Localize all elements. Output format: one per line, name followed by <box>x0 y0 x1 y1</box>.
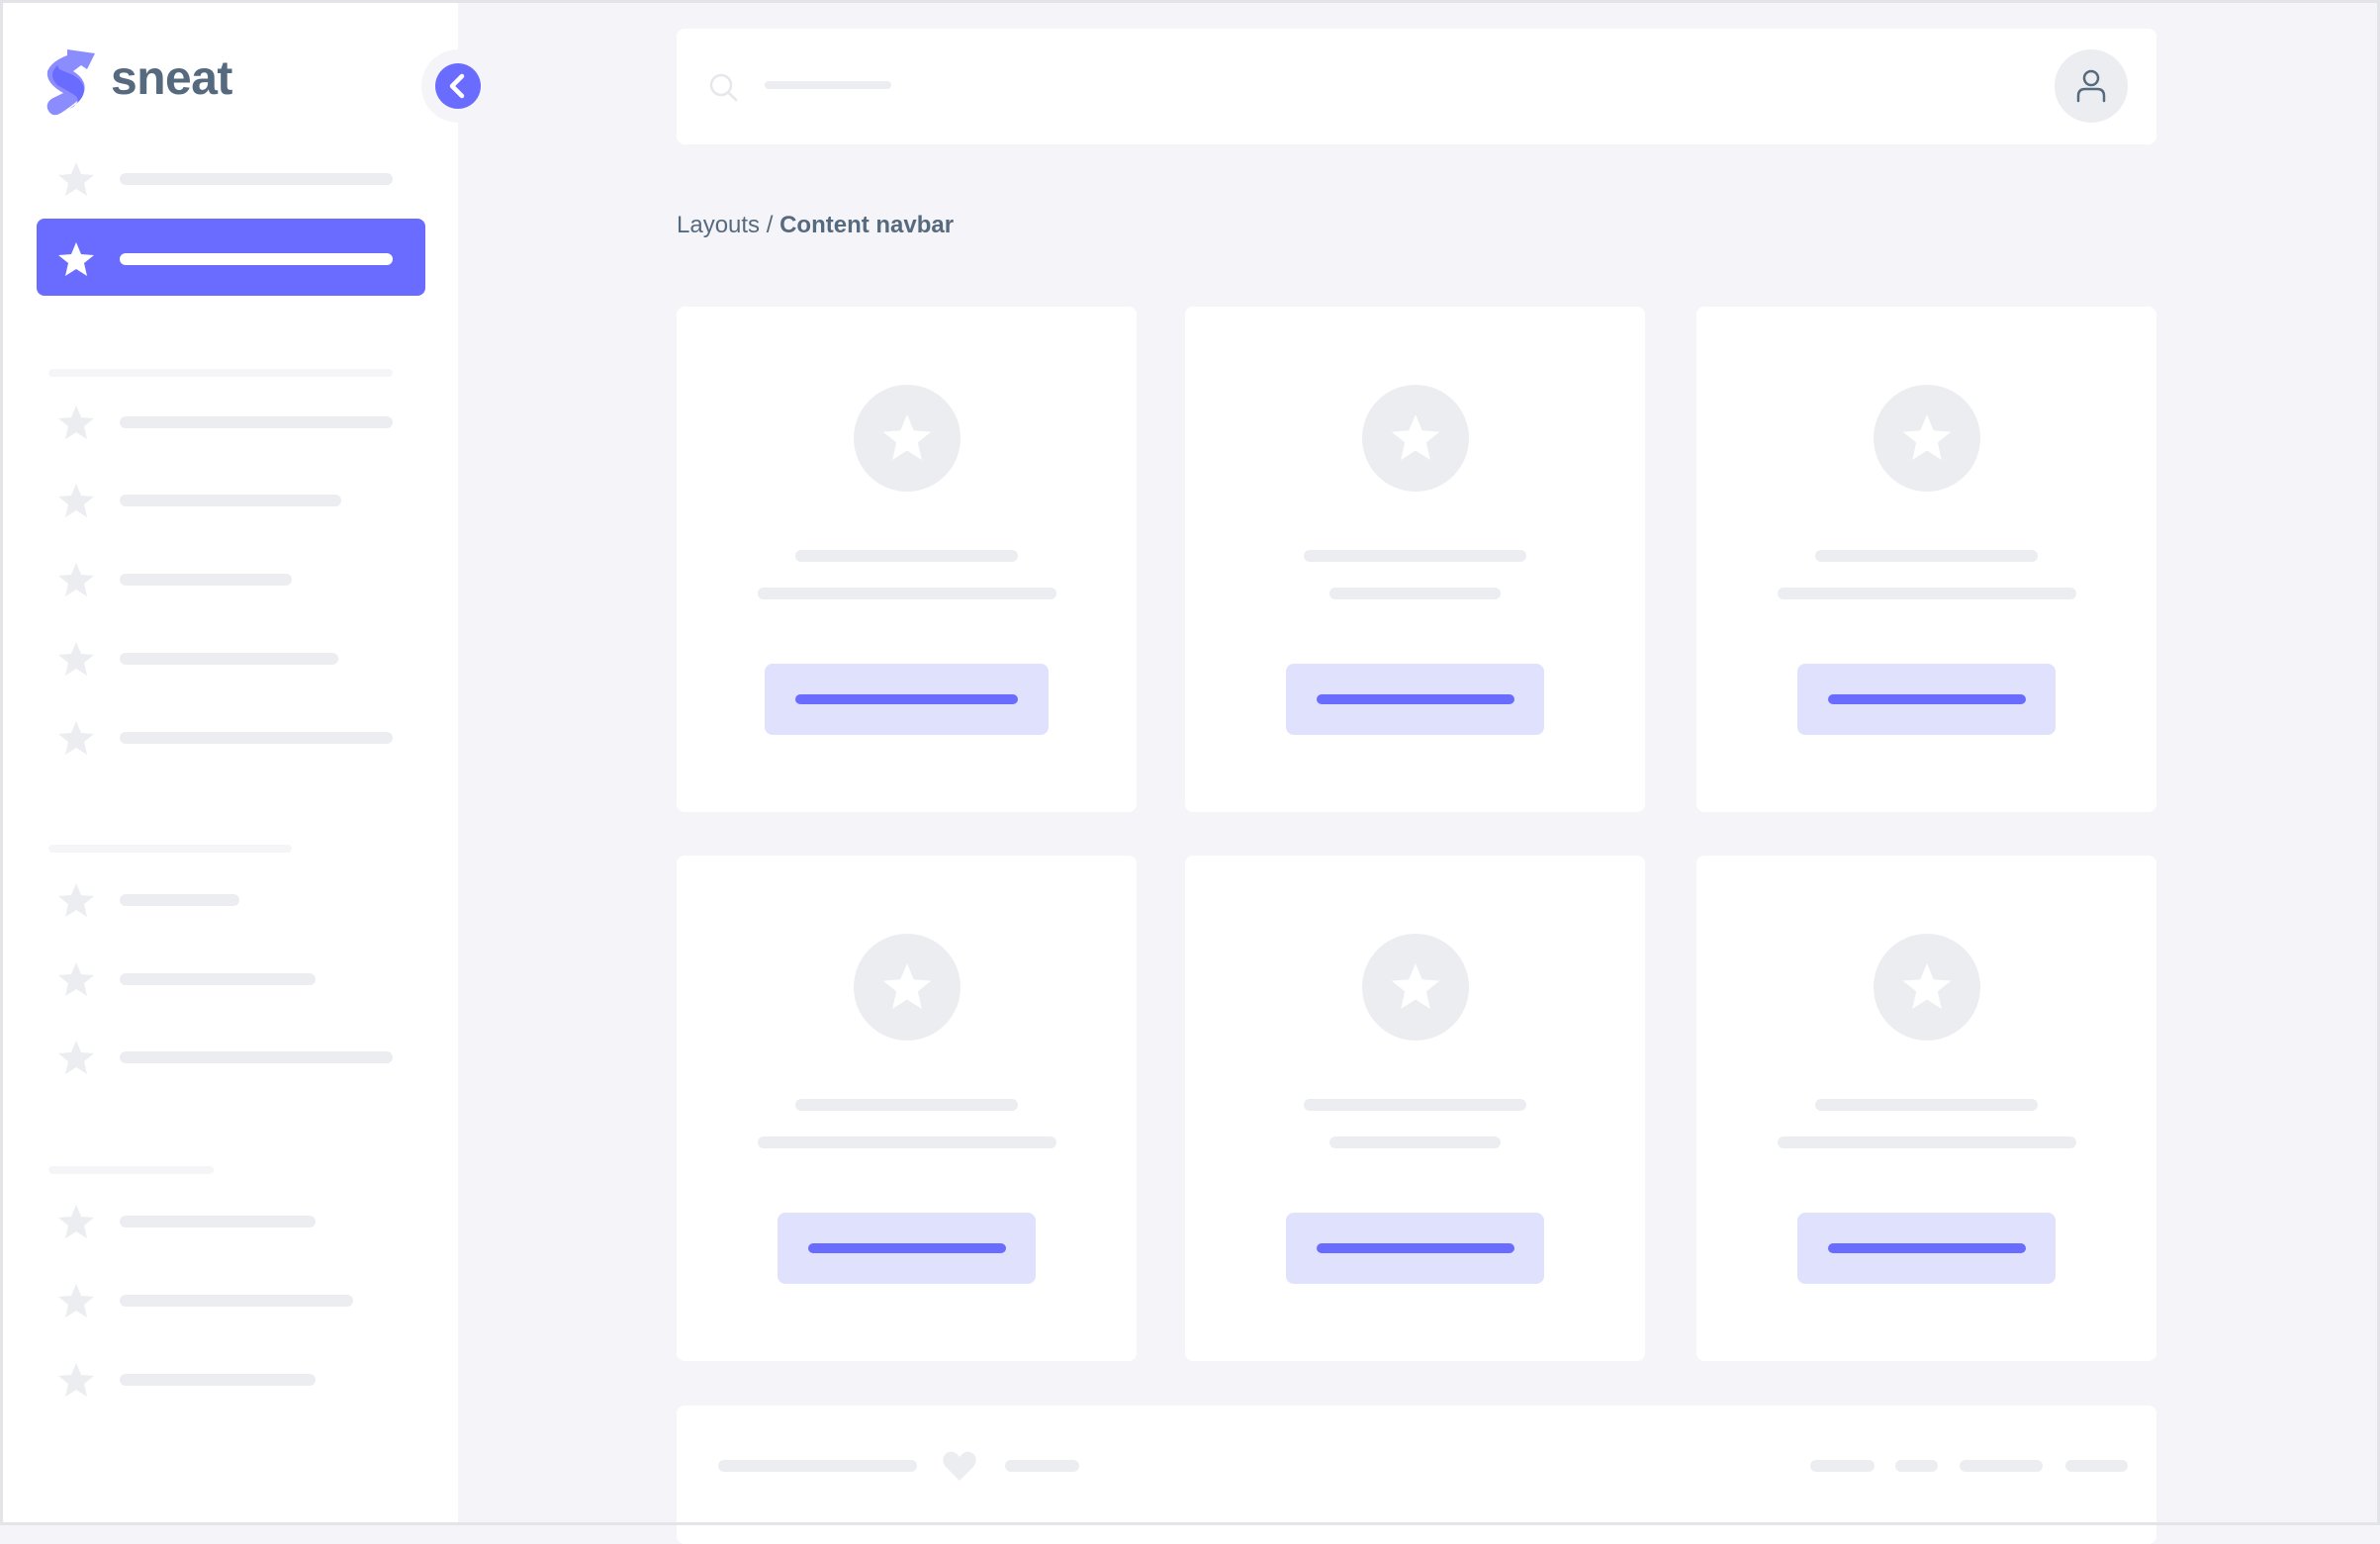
footer-link[interactable] <box>1960 1460 2043 1472</box>
card-button-label-placeholder <box>1827 1243 2026 1253</box>
card-text-placeholder <box>757 1136 1056 1148</box>
collapse-sidebar-button[interactable] <box>435 63 481 109</box>
card-icon-circle <box>1873 934 1980 1041</box>
star-icon <box>58 1041 94 1074</box>
star-icon <box>58 1205 94 1238</box>
card-button[interactable] <box>1286 664 1544 735</box>
sidebar-item-label-placeholder <box>120 1051 393 1063</box>
card-button[interactable] <box>765 664 1049 735</box>
content-card <box>1696 307 2156 812</box>
heart-icon <box>943 1451 976 1481</box>
brand-name: sneat <box>111 52 232 105</box>
star-icon <box>58 484 94 517</box>
star-icon <box>882 963 931 1009</box>
card-icon-circle <box>853 934 961 1041</box>
sidebar-item-label-placeholder <box>120 973 316 985</box>
sidebar-section-header <box>48 1166 214 1174</box>
card-button-label-placeholder <box>807 1243 1006 1253</box>
chevron-left-icon <box>449 73 465 99</box>
star-icon <box>58 406 94 439</box>
search-input[interactable] <box>765 81 891 89</box>
sidebar-item-label-placeholder <box>120 1295 353 1307</box>
sidebar-item-label-placeholder <box>120 732 393 744</box>
content-card <box>677 307 1137 812</box>
star-icon <box>58 242 94 276</box>
card-text-placeholder <box>1777 588 2076 599</box>
card-button[interactable] <box>778 1213 1036 1284</box>
footer-text-placeholder <box>718 1460 917 1472</box>
card-button[interactable] <box>1286 1213 1544 1284</box>
navbar <box>677 29 2156 144</box>
sidebar-item-label-placeholder <box>120 495 341 506</box>
breadcrumb-separator: / <box>760 212 780 238</box>
content-card <box>1185 307 1645 812</box>
content-card <box>677 856 1137 1361</box>
sidebar-item-label-placeholder <box>120 253 393 265</box>
star-icon <box>1391 414 1439 460</box>
star-icon <box>1391 963 1439 1009</box>
card-button-label-placeholder <box>1316 1243 1514 1253</box>
star-icon <box>882 414 931 460</box>
footer-link-placeholder[interactable] <box>1005 1460 1079 1472</box>
card-text-placeholder <box>1777 1136 2076 1148</box>
sidebar-item-label-placeholder <box>120 173 393 185</box>
card-text-placeholder <box>1329 588 1501 599</box>
footer-link[interactable] <box>1810 1460 1875 1472</box>
sidebar: sneat <box>0 0 495 1525</box>
card-icon-circle <box>1873 385 1980 492</box>
footer <box>677 1406 2156 1544</box>
star-icon <box>58 883 94 917</box>
star-icon <box>58 162 94 196</box>
star-icon <box>1902 963 1951 1009</box>
breadcrumb-parent[interactable]: Layouts <box>677 212 761 238</box>
breadcrumb: Layouts / Content navbar <box>677 212 954 239</box>
card-title-placeholder <box>795 550 1018 562</box>
card-button-label-placeholder <box>1316 694 1514 704</box>
footer-link[interactable] <box>2065 1460 2128 1472</box>
star-icon <box>58 721 94 755</box>
card-title-placeholder <box>1304 550 1526 562</box>
star-icon <box>1902 414 1951 460</box>
card-title-placeholder <box>1304 1099 1526 1111</box>
card-icon-circle <box>1361 385 1469 492</box>
sidebar-item-label-placeholder <box>120 894 239 906</box>
sidebar-section-header <box>48 845 292 853</box>
content-card <box>1696 856 2156 1361</box>
sidebar-item-label-placeholder <box>120 1374 316 1386</box>
card-title-placeholder <box>795 1099 1018 1111</box>
card-title-placeholder <box>1815 550 2038 562</box>
card-button[interactable] <box>1797 1213 2056 1284</box>
breadcrumb-current: Content navbar <box>779 212 955 238</box>
sidebar-item-label-placeholder <box>120 574 292 586</box>
search-icon[interactable] <box>708 72 740 104</box>
card-icon-circle <box>853 385 961 492</box>
avatar[interactable] <box>2055 49 2128 123</box>
card-button-label-placeholder <box>795 694 1018 704</box>
footer-link[interactable] <box>1895 1460 1938 1472</box>
star-icon <box>58 1284 94 1317</box>
card-button-label-placeholder <box>1827 694 2026 704</box>
star-icon <box>58 962 94 996</box>
star-icon <box>58 642 94 676</box>
sidebar-section-header <box>48 369 393 377</box>
card-title-placeholder <box>1815 1099 2038 1111</box>
card-text-placeholder <box>1329 1136 1501 1148</box>
sidebar-item-label-placeholder <box>120 1216 316 1227</box>
card-text-placeholder <box>757 588 1056 599</box>
sidebar-item-label-placeholder <box>120 653 338 665</box>
logo-icon <box>46 49 95 116</box>
star-icon <box>58 1363 94 1397</box>
card-button[interactable] <box>1797 664 2056 735</box>
sidebar-item-label-placeholder <box>120 416 393 428</box>
star-icon <box>58 563 94 596</box>
card-icon-circle <box>1361 934 1469 1041</box>
user-icon <box>2076 69 2106 103</box>
content-card <box>1185 856 1645 1361</box>
